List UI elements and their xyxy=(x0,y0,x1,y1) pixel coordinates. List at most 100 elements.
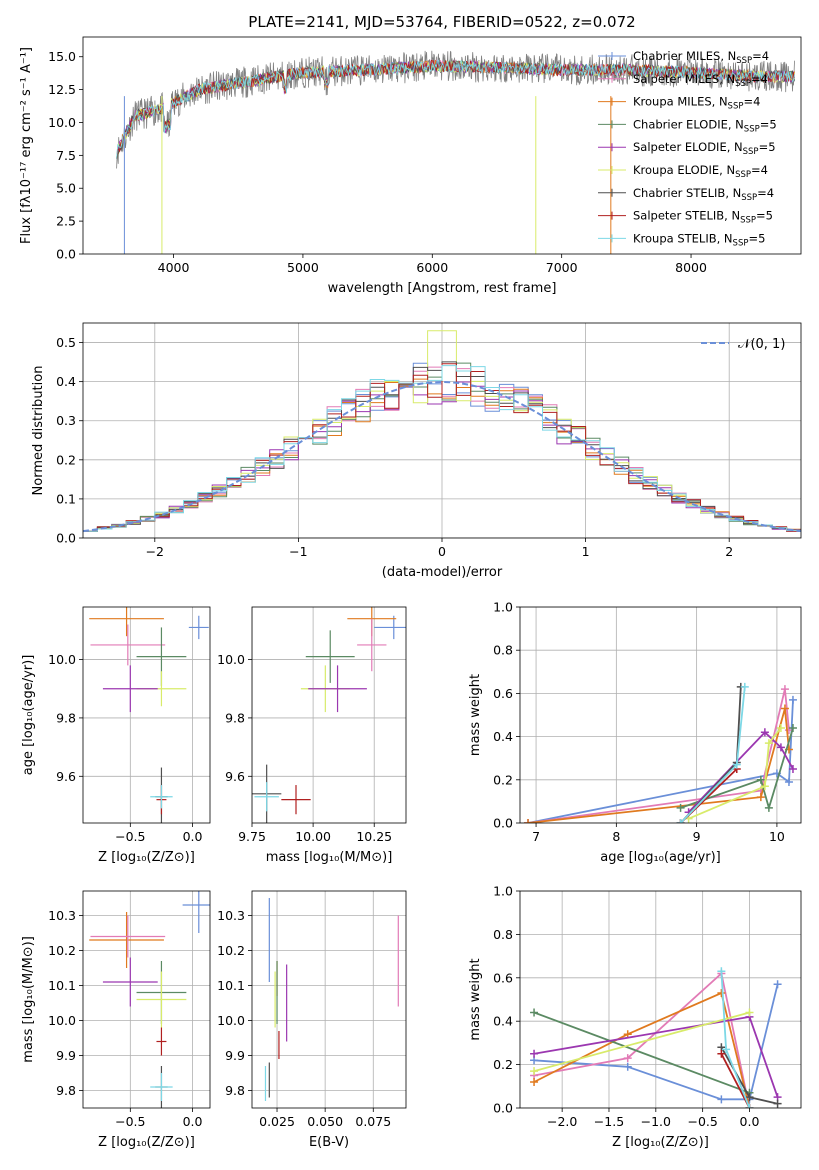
legend-entry-subscript: SSP xyxy=(744,124,760,134)
legend-entry-subscript: SSP xyxy=(736,56,752,66)
legend-entry: Chabrier STELIB, NSSP=4 xyxy=(633,186,774,203)
x-tick-label: −0.5 xyxy=(687,1114,717,1129)
x-tick-label: −1.5 xyxy=(594,1114,624,1129)
legend-entry-text: Kroupa MILES, N xyxy=(633,95,728,109)
y-tick-label: 0.2 xyxy=(56,452,76,467)
weight-marker xyxy=(780,704,789,713)
legend-entry-subscript: SSP xyxy=(740,216,756,226)
legend-entry-count: =4 xyxy=(752,49,769,63)
legend-entry-count: =4 xyxy=(757,186,774,200)
legend-entry-count: =5 xyxy=(759,140,776,154)
weight-marker xyxy=(773,1099,782,1108)
weight-marker xyxy=(756,775,765,784)
legend-entry-count: =5 xyxy=(756,209,773,223)
legend-entry: 𝒩(0, 1) xyxy=(738,337,785,352)
legend-entry-subscript: SSP xyxy=(733,238,749,248)
residual-histogram-panel: −2 −1 0 1 2 0.0 0.1 0.2 0.3 0.4 0.5 (data-model)/er… xyxy=(31,322,802,580)
histogram-salpeter-elodie xyxy=(83,381,801,532)
weight-marker xyxy=(764,739,773,748)
legend-entry-text: Chabrier STELIB, N xyxy=(633,186,741,200)
axes-frame xyxy=(251,606,407,824)
x-tick-label: 10.25 xyxy=(356,829,392,844)
y-tick-label: 1.0 xyxy=(493,884,513,899)
legend-entry-text: Kroupa ELODIE, N xyxy=(633,163,735,177)
y-axis-label: Flux [fλ10⁻¹⁷ erg cm⁻² s⁻¹ A⁻¹] xyxy=(19,47,34,244)
weight-line-salpeter-stelib xyxy=(720,1053,751,1108)
plot-area xyxy=(83,607,210,823)
legend-entry-text: Salpeter MILES, N xyxy=(633,72,735,86)
y-tick-label: 5.0 xyxy=(56,181,76,196)
legend-entry-count: =5 xyxy=(748,231,765,245)
age-vs-metallicity-panel: −0.5 0.0 9.6 9.8 10.0 Z [log₁₀(Z/Z⊙)] age [log… xyxy=(21,606,211,865)
weight-marker xyxy=(745,1008,754,1017)
y-tick-label: 10.3 xyxy=(217,908,245,923)
mass-vs-metallicity-panel: −0.5 0.0 9.8 9.9 10.0 10.1 10.2 10.3 Z [log₁₀(Z/… xyxy=(21,890,211,1150)
x-tick-label: −1.0 xyxy=(641,1114,671,1129)
x-axis-label: mass [log₁₀(M/M⊙)] xyxy=(266,850,393,865)
legend-entry-text: Chabrier MILES, N xyxy=(633,49,736,63)
legend-entry-count: =4 xyxy=(751,72,768,86)
y-tick-label: 9.9 xyxy=(56,1048,76,1063)
x-tick-label: 8000 xyxy=(675,260,707,275)
legend-entry: Kroupa ELODIE, NSSP=4 xyxy=(633,163,768,180)
legend-entry: Kroupa MILES, NSSP=4 xyxy=(633,95,760,112)
x-tick-label: −0.5 xyxy=(115,829,145,844)
x-tick-label: −0.5 xyxy=(115,1114,145,1129)
y-tick-label: 15.0 xyxy=(48,49,76,64)
legend-entry-count: =4 xyxy=(743,95,760,109)
legend-entry-text: Salpeter STELIB, N xyxy=(633,209,740,223)
y-tick-label: 9.8 xyxy=(56,1083,76,1098)
y-tick-label: 9.6 xyxy=(225,769,245,784)
axes-frame xyxy=(251,890,407,1109)
weight-marker xyxy=(764,803,773,812)
legend-entry: Chabrier ELODIE, NSSP=5 xyxy=(633,117,777,134)
weight-line-kroupa-elodie xyxy=(533,1011,750,1072)
mass-weight-vs-metallicity-panel: −2.0 −1.5 −1.0 −0.5 0.0 0.0 0.2 0.4 0.6 0.8 1.0 Z [… xyxy=(468,884,802,1150)
weight-marker xyxy=(788,723,797,732)
y-axis-label: Normed distribution xyxy=(31,366,46,496)
y-tick-label: 0.1 xyxy=(56,491,76,506)
y-tick-label: 0.2 xyxy=(493,1057,513,1072)
y-axis-label: mass [log₁₀(M/M⊙)] xyxy=(21,936,36,1063)
y-tick-label: 9.8 xyxy=(225,710,245,725)
weight-marker xyxy=(784,777,793,786)
y-tick-label: 10.0 xyxy=(48,652,76,667)
plot-area xyxy=(520,891,801,1108)
x-tick-label: 5000 xyxy=(287,260,319,275)
x-tick-label: 6000 xyxy=(416,260,448,275)
y-tick-label: 1.0 xyxy=(493,600,513,615)
axes-frame xyxy=(82,606,211,824)
legend-entry-subscript: SSP xyxy=(735,79,751,89)
x-tick-label: 4000 xyxy=(158,260,190,275)
legend-entry-text: Chabrier ELODIE, N xyxy=(633,117,744,131)
y-tick-label: 0.0 xyxy=(56,531,76,546)
chart-title: PLATE=2141, MJD=53764, FIBERID=0522, z=0… xyxy=(248,13,635,31)
y-tick-label: 0.0 xyxy=(493,816,513,831)
histogram-kroupa-elodie xyxy=(83,330,801,532)
x-tick-label: 8 xyxy=(612,829,620,844)
legend-entry-subscript: SSP xyxy=(743,147,759,157)
y-tick-label: 0.4 xyxy=(493,729,513,744)
y-tick-label: 10.2 xyxy=(217,943,245,958)
legend-entry-subscript: SSP xyxy=(741,193,757,203)
axes-frame xyxy=(82,890,211,1109)
plot-area xyxy=(520,607,801,823)
legend-entry: Salpeter STELIB, NSSP=5 xyxy=(633,209,773,226)
weight-marker xyxy=(530,1067,539,1076)
y-axis-label: mass weight xyxy=(468,958,483,1040)
spectrum-panel: 4000 5000 6000 7000 8000 0.0 2.5 5.0 7.5 10.0 12.5… xyxy=(19,13,802,296)
x-tick-label: −2.0 xyxy=(547,1114,577,1129)
legend-entry-count: =4 xyxy=(751,163,768,177)
x-axis-label: Z [log₁₀(Z/Z⊙)] xyxy=(98,850,195,865)
y-tick-label: 10.3 xyxy=(48,908,76,923)
weight-line-chabrier-elodie xyxy=(680,727,794,812)
age-vs-mass-panel: 9.75 10.00 10.25 9.6 9.8 10.0 mass [log₁₀(M/M⊙… xyxy=(217,606,407,865)
legend-entry-text: Kroupa STELIB, N xyxy=(633,231,733,245)
weight-marker xyxy=(780,685,789,694)
y-tick-label: 2.5 xyxy=(56,214,76,229)
x-tick-label: 7000 xyxy=(546,260,578,275)
weight-marker xyxy=(745,1104,754,1108)
x-axis-label: E(B-V) xyxy=(309,1135,349,1150)
